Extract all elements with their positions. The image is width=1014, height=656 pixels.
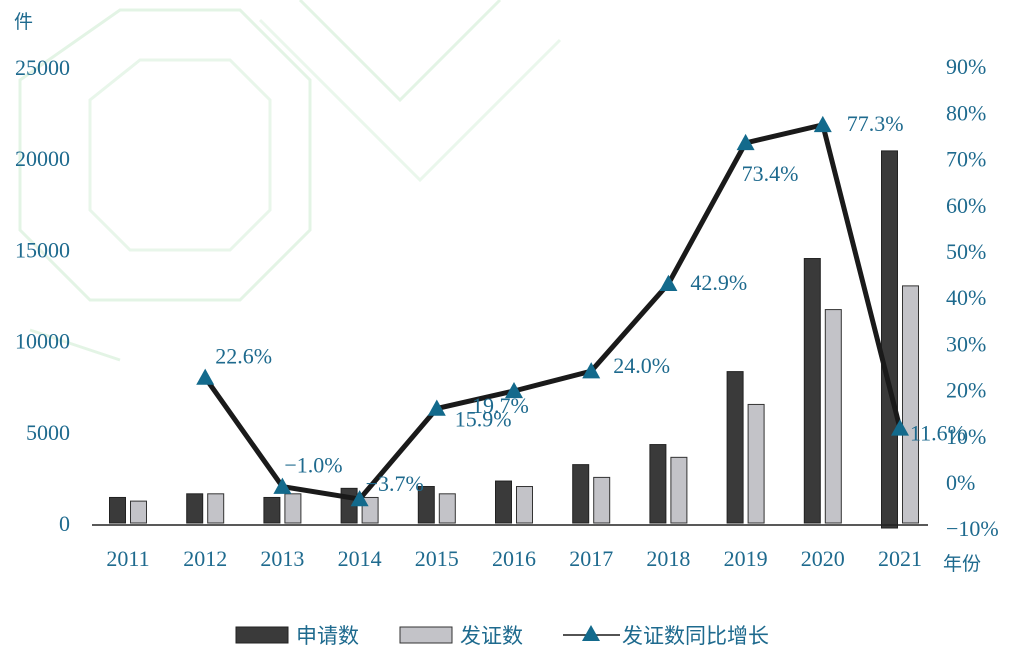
x-tick-label: 2018 <box>646 546 690 571</box>
bar-issue <box>902 285 919 524</box>
growth-marker <box>427 399 446 416</box>
growth-data-label: 22.6% <box>215 344 272 369</box>
growth-data-label: 73.4% <box>742 161 799 186</box>
growth-data-label: −1.0% <box>284 453 342 478</box>
legend-label-growth: 发证数同比增长 <box>622 624 769 648</box>
x-tick-label: 2011 <box>106 546 149 571</box>
y-right-tick-label: 20% <box>946 378 986 403</box>
bar-issue <box>824 309 842 524</box>
growth-marker <box>350 490 369 507</box>
bar-issue <box>670 456 688 524</box>
legend-swatch-apply <box>235 626 289 644</box>
y-left-tick-label: 15000 <box>15 237 70 262</box>
y-right-tick-label: −10% <box>946 516 999 541</box>
x-tick-label: 2021 <box>878 546 922 571</box>
x-tick-label: 2017 <box>569 546 613 571</box>
bar-issue <box>516 486 533 524</box>
bar-issue <box>284 493 302 524</box>
x-tick-label: 2015 <box>415 546 459 571</box>
x-tick-label: 2014 <box>338 546 382 571</box>
bar-apply <box>649 444 667 524</box>
bar-apply <box>881 150 898 529</box>
growth-marker <box>273 477 292 494</box>
y-right-axis-ticks: 90% 80% 70% 60% 50% 40% 30% 20% 10% 0% −10% <box>946 54 999 541</box>
growth-marker <box>736 133 755 151</box>
bar-issue <box>593 476 611 524</box>
y-left-unit-label: 件 <box>14 11 33 33</box>
x-tick-label: 2019 <box>724 546 768 571</box>
background-decoration <box>18 0 562 362</box>
y-right-tick-label: 10% <box>946 424 986 449</box>
y-left-axis-ticks: 25000 20000 15000 10000 5000 0 <box>15 55 70 536</box>
bar-apply <box>803 258 821 524</box>
bar-apply <box>495 480 512 524</box>
x-tick-label: 2016 <box>492 546 536 571</box>
y-left-tick-label: 20000 <box>15 146 70 171</box>
x-axis-ticks: 2011 2012 2013 2014 2015 2016 2017 2018 2019 2020… <box>106 546 922 571</box>
legend-label-apply: 申请数 <box>296 624 359 648</box>
bar-apply <box>572 464 590 524</box>
growth-data-label: 42.9% <box>690 270 747 295</box>
growth-line <box>203 121 903 502</box>
bar-issue <box>438 493 456 524</box>
legend-label-issue: 发证数 <box>460 624 523 648</box>
x-unit-label: 年份 <box>943 553 981 575</box>
bar-issue <box>747 403 765 524</box>
growth-marker <box>505 381 523 399</box>
growth-data-label: 19.7% <box>472 393 529 418</box>
y-right-tick-label: 40% <box>946 285 986 310</box>
growth-marker <box>813 115 832 133</box>
bar-issue <box>130 500 147 524</box>
y-right-tick-label: 0% <box>946 470 975 495</box>
bar-apply <box>726 371 744 524</box>
growth-data-label: 24.0% <box>613 353 670 378</box>
y-right-tick-label: 60% <box>946 193 986 218</box>
y-right-tick-label: 50% <box>946 239 986 264</box>
growth-data-label: 77.3% <box>847 111 904 136</box>
growth-marker <box>196 368 215 385</box>
y-right-tick-label: 90% <box>946 54 986 79</box>
x-tick-label: 2012 <box>183 546 227 571</box>
bar-apply <box>263 496 281 524</box>
growth-data-label: 11.6% <box>910 420 966 445</box>
bar-issue <box>207 493 225 524</box>
y-right-tick-label: 70% <box>946 147 986 172</box>
bar-apply <box>109 496 126 524</box>
growth-marker <box>891 419 909 436</box>
growth-data-label: 15.9% <box>455 407 512 432</box>
growth-marker <box>582 362 601 379</box>
growth-line-series: 22.6% −1.0% −3.7% 15.9%19.7% 24.0% 42.9% 73.4%… <box>196 111 966 507</box>
bar-apply <box>186 493 204 524</box>
growth-marker <box>659 274 678 292</box>
y-right-tick-label: 30% <box>946 331 986 356</box>
x-tick-label: 2020 <box>801 546 845 571</box>
bar-series <box>109 150 919 529</box>
growth-data-label: −3.7% <box>366 471 424 496</box>
legend-marker-growth <box>582 625 600 641</box>
y-left-tick-label: 5000 <box>26 420 70 445</box>
bar-apply <box>417 486 435 524</box>
y-right-tick-label: 80% <box>946 100 986 125</box>
y-left-tick-label: 25000 <box>15 55 70 80</box>
y-left-tick-label: 10000 <box>15 329 70 354</box>
y-left-tick-label: 0 <box>59 511 70 536</box>
legend: 申请数 发证数 发证数同比增长 <box>235 624 769 648</box>
x-tick-label: 2013 <box>260 546 304 571</box>
legend-swatch-issue <box>399 626 453 644</box>
